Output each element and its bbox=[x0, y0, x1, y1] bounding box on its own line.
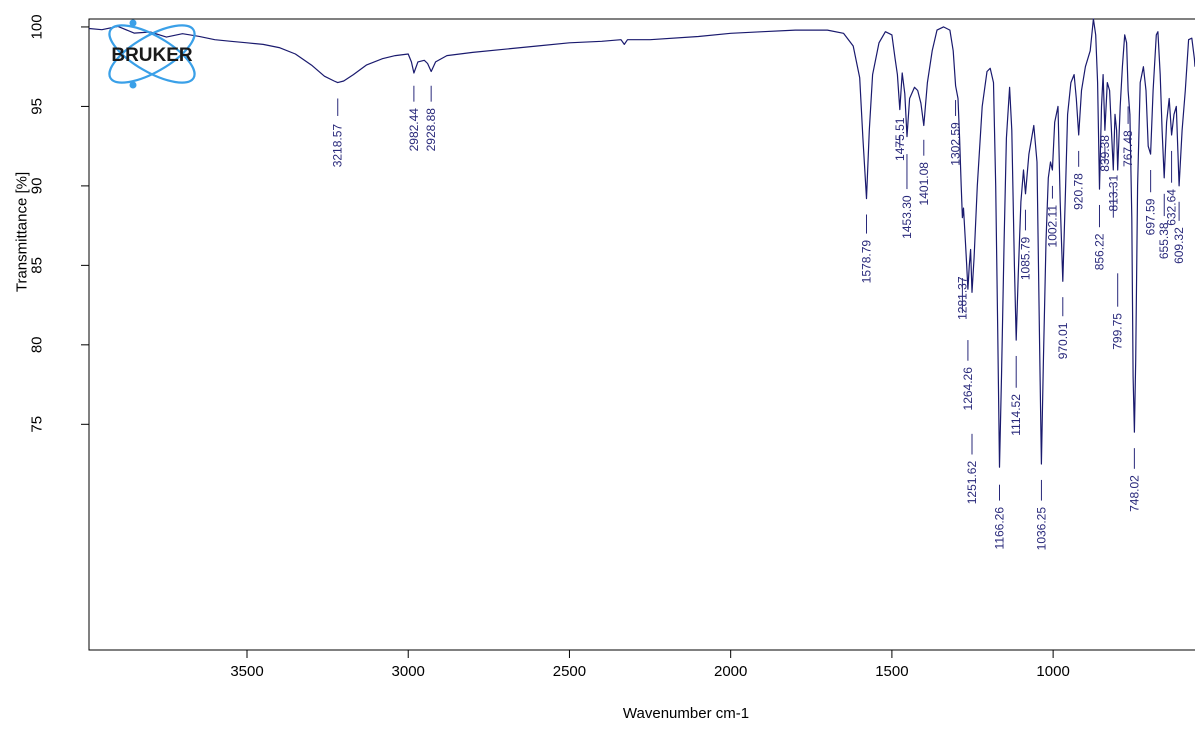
peak-annotation: 697.59 bbox=[1144, 169, 1158, 235]
y-tick-label: 95 bbox=[29, 98, 46, 115]
peak-annotation: 1166.26 bbox=[993, 484, 1007, 550]
peak-annotation: 2982.44 bbox=[407, 85, 421, 152]
peak-label: 767.48 bbox=[1121, 130, 1135, 167]
spectrum-series bbox=[89, 18, 1195, 468]
x-tick-label: 1500 bbox=[875, 663, 908, 680]
peak-annotation: 1251.62 bbox=[965, 433, 979, 505]
peak-annotation: 1401.08 bbox=[917, 139, 931, 206]
peak-label: 1401.08 bbox=[917, 162, 931, 206]
peak-label: 1036.25 bbox=[1034, 507, 1048, 551]
peak-label: 3218.57 bbox=[331, 124, 345, 168]
peak-label: 813.31 bbox=[1106, 174, 1120, 211]
x-tick-label: 3500 bbox=[230, 663, 263, 680]
peak-label: 1085.79 bbox=[1018, 236, 1032, 280]
peak-label: 970.01 bbox=[1056, 322, 1070, 359]
peak-annotation: 970.01 bbox=[1056, 297, 1070, 359]
peak-label: 1453.30 bbox=[900, 195, 914, 239]
peak-annotation: 799.75 bbox=[1111, 273, 1125, 350]
peak-annotation: 1114.52 bbox=[1009, 355, 1023, 436]
peak-label: 655.38 bbox=[1157, 222, 1171, 259]
peak-annotation: 609.32 bbox=[1172, 201, 1186, 264]
peak-label: 697.59 bbox=[1144, 198, 1158, 235]
peak-label: 609.32 bbox=[1172, 227, 1186, 264]
peak-label: 1251.62 bbox=[965, 461, 979, 505]
peak-annotation: 1578.79 bbox=[859, 214, 873, 283]
peak-label: 748.02 bbox=[1127, 475, 1141, 512]
peak-annotation: 1264.26 bbox=[961, 340, 975, 410]
peak-annotation: 632.64 bbox=[1165, 150, 1179, 226]
peak-annotation: 1085.79 bbox=[1018, 209, 1032, 280]
peak-annotation: 1002.11 bbox=[1045, 185, 1059, 248]
peak-annotation: 856.22 bbox=[1092, 204, 1106, 270]
axis-ticks: 3500 3000 2500 2000 1500 1000 100 95 90 85 80 75 bbox=[29, 14, 1070, 680]
peak-annotation: 767.48 bbox=[1121, 106, 1135, 167]
peak-label: 1264.26 bbox=[961, 367, 975, 411]
peak-label: 1475.51 bbox=[893, 117, 907, 161]
x-tick-label: 2500 bbox=[553, 663, 586, 680]
plot-frame bbox=[88, 18, 1195, 651]
peak-label: 856.22 bbox=[1092, 233, 1106, 270]
peak-label: 920.78 bbox=[1072, 173, 1086, 210]
peak-label: 1166.26 bbox=[993, 507, 1007, 550]
peak-label: 1281.37 bbox=[955, 276, 969, 320]
logo-orbit bbox=[108, 24, 196, 84]
peak-annotation: 3218.57 bbox=[331, 98, 345, 167]
peak-annotation: 655.38 bbox=[1157, 193, 1171, 259]
peak-annotation: 1302.59 bbox=[949, 100, 963, 166]
peak-label: 1114.52 bbox=[1009, 394, 1023, 436]
logo-dot bbox=[129, 81, 137, 89]
logo-text: BRUKER bbox=[111, 45, 193, 66]
peak-annotation: 920.78 bbox=[1072, 150, 1086, 210]
y-tick-label: 100 bbox=[29, 14, 46, 39]
peak-label: 1002.11 bbox=[1045, 205, 1059, 248]
peak-annotations: 3218.57 2982.44 2928.88 1578.79 1475.51 1453.… bbox=[331, 85, 1186, 551]
bruker-logo: BRUKER bbox=[108, 19, 196, 89]
y-tick-label: 80 bbox=[29, 336, 46, 353]
peak-label: 839.38 bbox=[1098, 135, 1112, 172]
peak-annotation: 1036.25 bbox=[1034, 479, 1048, 551]
peak-annotation: 1281.37 bbox=[955, 276, 969, 320]
peak-label: 632.64 bbox=[1165, 189, 1179, 226]
peak-label: 2982.44 bbox=[407, 108, 421, 152]
peak-label: 1578.79 bbox=[859, 240, 873, 284]
peak-annotation: 1453.30 bbox=[900, 154, 914, 239]
peak-annotation: 2928.88 bbox=[424, 85, 438, 152]
peak-label: 1302.59 bbox=[949, 122, 963, 166]
logo-orbit bbox=[108, 24, 196, 84]
peak-annotation: 813.31 bbox=[1106, 174, 1120, 218]
y-tick-label: 75 bbox=[29, 416, 46, 433]
logo-dot bbox=[129, 19, 137, 27]
y-axis-title: Transmittance [%] bbox=[14, 172, 31, 292]
peak-label: 2928.88 bbox=[424, 108, 438, 152]
y-tick-label: 90 bbox=[29, 178, 46, 195]
spectrum-line bbox=[89, 18, 1195, 468]
x-tick-label: 3000 bbox=[392, 663, 425, 680]
peak-annotation: 839.38 bbox=[1098, 135, 1112, 172]
peak-label: 799.75 bbox=[1111, 313, 1125, 350]
x-tick-label: 2000 bbox=[714, 663, 747, 680]
peak-annotation: 748.02 bbox=[1127, 448, 1141, 512]
x-tick-label: 1000 bbox=[1036, 663, 1069, 680]
x-axis-title: Wavenumber cm-1 bbox=[623, 705, 749, 722]
peak-annotation: 1475.51 bbox=[893, 117, 907, 161]
y-tick-label: 85 bbox=[29, 257, 46, 274]
